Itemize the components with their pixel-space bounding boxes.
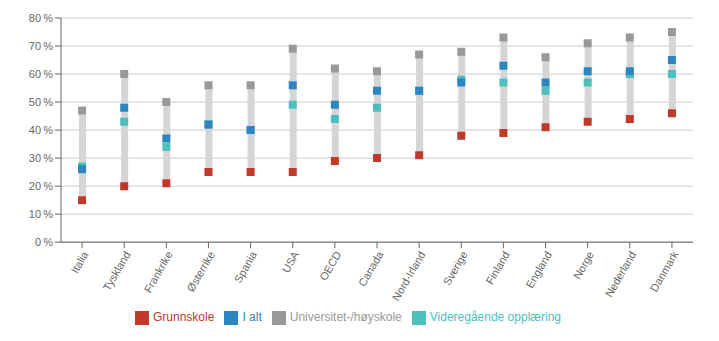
svg-text:70 %: 70 % bbox=[29, 40, 53, 52]
html-text:I alt: I alt bbox=[242, 310, 262, 325]
svg-text:Sverige: Sverige bbox=[441, 249, 470, 287]
svg-text:Østerrike: Østerrike bbox=[184, 249, 217, 294]
html-text:Grunnskole: Grunnskole bbox=[153, 310, 215, 325]
svg-text:0 %: 0 % bbox=[35, 236, 53, 248]
svg-text:England: England bbox=[523, 249, 554, 290]
svg-text:40 %: 40 % bbox=[29, 124, 53, 136]
svg-text:USA: USA bbox=[280, 249, 302, 275]
svg-text:80 %: 80 % bbox=[29, 12, 53, 24]
svg-text:60 %: 60 % bbox=[29, 68, 53, 80]
svg-text:Italia: Italia bbox=[69, 248, 91, 275]
svg-text:Norge: Norge bbox=[571, 249, 596, 281]
svg-text:OECD: OECD bbox=[317, 249, 343, 283]
svg-text:20 %: 20 % bbox=[29, 180, 53, 192]
svg-text:Spania: Spania bbox=[232, 248, 260, 284]
svg-text:10 %: 10 % bbox=[29, 208, 53, 220]
svg-text:Nord-Irland: Nord-Irland bbox=[390, 249, 428, 303]
svg-text:Frankrike: Frankrike bbox=[142, 249, 175, 295]
svg-text:Nederland: Nederland bbox=[603, 249, 639, 299]
svg-text:Finland: Finland bbox=[483, 249, 511, 286]
svg-text:Danmark: Danmark bbox=[648, 249, 681, 294]
html-text:Universitet-/høyskole: Universitet-/høyskole bbox=[289, 310, 402, 325]
svg-text:50 %: 50 % bbox=[29, 96, 53, 108]
svg-text:Tyskland: Tyskland bbox=[101, 249, 133, 293]
svg-text:Canada: Canada bbox=[356, 248, 386, 288]
svg-text:30 %: 30 % bbox=[29, 152, 53, 164]
html-text:Videregående opplæring: Videregående opplæring bbox=[429, 310, 561, 325]
